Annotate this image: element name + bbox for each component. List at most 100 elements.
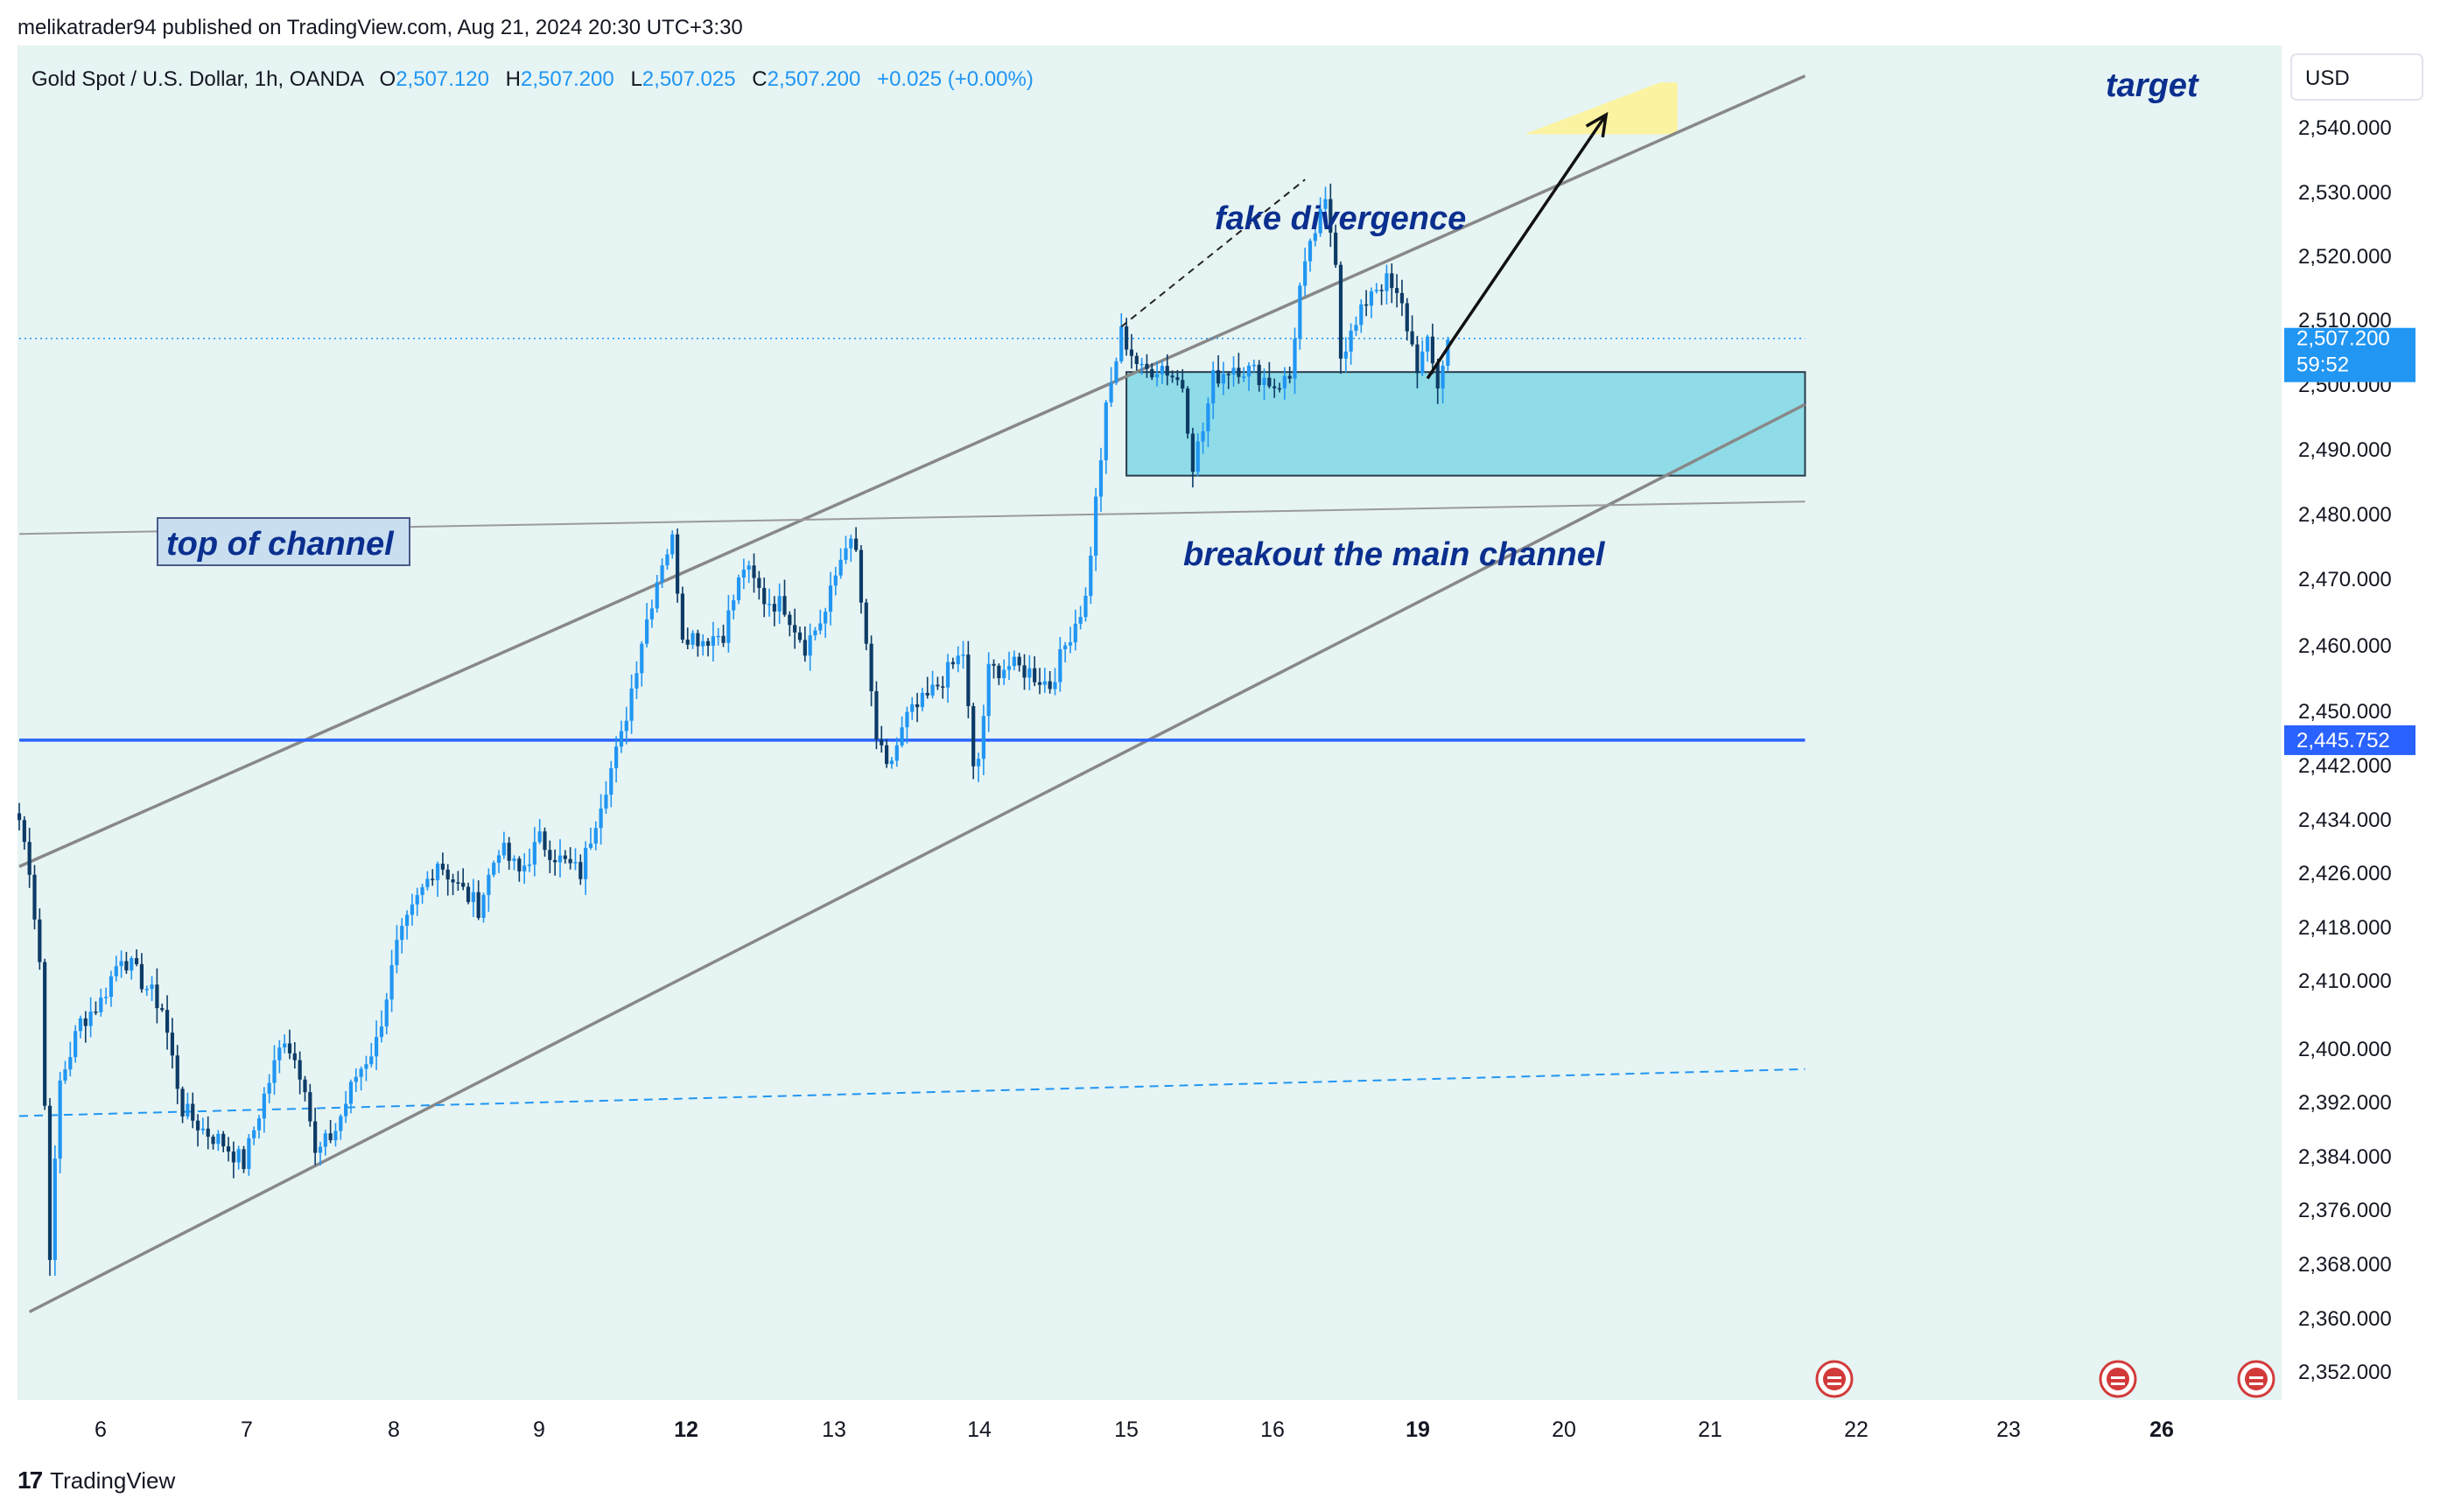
- upper-channel-line[interactable]: [18, 74, 1806, 868]
- us-event-flag-icon[interactable]: [1815, 1360, 1854, 1398]
- candle: [415, 887, 419, 916]
- candle: [1206, 397, 1210, 448]
- candle: [782, 579, 787, 617]
- plot-area[interactable]: [18, 74, 1806, 1313]
- candle: [410, 893, 415, 926]
- x-tick-label: 23: [1996, 1418, 2021, 1442]
- candle: [543, 827, 547, 858]
- candle: [1170, 370, 1174, 383]
- y-tick-label: 2,352.000: [2298, 1361, 2392, 1384]
- candle: [696, 629, 700, 657]
- candle: [981, 704, 985, 776]
- candle: [1242, 367, 1246, 382]
- candle: [869, 635, 873, 707]
- projection-arrow[interactable]: [1426, 114, 1608, 380]
- candle: [221, 1130, 226, 1152]
- candle: [553, 849, 557, 876]
- y-tick-label: 2,460.000: [2298, 634, 2392, 658]
- candle: [797, 626, 803, 643]
- candle: [1313, 229, 1317, 247]
- candle: [476, 880, 480, 920]
- x-axis-ticks: 6 7 8 9 12 13 14 15 16 19 20 21 22 23 26: [95, 1418, 2174, 1442]
- candle: [532, 827, 536, 877]
- candle: [788, 611, 792, 637]
- candle: [492, 860, 496, 878]
- candle: [1033, 656, 1037, 687]
- annotation-top-of-channel[interactable]: top of channel: [166, 526, 395, 563]
- currency-button[interactable]: [2290, 53, 2423, 101]
- y-tick-label: 2,520.000: [2298, 245, 2392, 269]
- candle: [456, 871, 460, 891]
- candle: [226, 1137, 231, 1162]
- us-event-flag-icon[interactable]: [2099, 1360, 2137, 1398]
- lower-channel-line[interactable]: [28, 402, 1806, 1313]
- y-tick-label: 2,480.000: [2298, 503, 2392, 527]
- candle: [757, 570, 761, 600]
- candle: [1211, 361, 1216, 420]
- annotation-breakout[interactable]: breakout the main channel: [1183, 536, 1606, 573]
- candle: [32, 864, 37, 930]
- candle: [256, 1115, 262, 1139]
- candle: [339, 1114, 343, 1140]
- candle: [880, 725, 884, 753]
- candle: [941, 676, 945, 699]
- candle: [578, 854, 583, 886]
- candle: [1359, 299, 1364, 333]
- candle: [1145, 354, 1149, 378]
- candle: [517, 856, 522, 882]
- candle: [27, 828, 32, 888]
- candle: [1058, 636, 1062, 692]
- candle: [838, 548, 843, 579]
- candle: [920, 688, 925, 711]
- y-tick-label: 2,450.000: [2298, 700, 2392, 724]
- candle: [144, 985, 149, 997]
- y-tick-label: 2,426.000: [2298, 862, 2392, 886]
- candle: [864, 598, 868, 651]
- candle: [63, 1060, 67, 1084]
- candle: [1303, 248, 1308, 297]
- candle: [425, 871, 430, 891]
- candle: [1435, 358, 1440, 404]
- candle: [252, 1126, 256, 1145]
- candle: [1298, 282, 1302, 350]
- candle: [854, 527, 859, 552]
- candle: [53, 1145, 57, 1277]
- candle: [925, 676, 929, 699]
- candle: [236, 1145, 241, 1170]
- candle: [435, 861, 440, 897]
- candle: [1246, 362, 1252, 391]
- candle: [283, 1034, 287, 1054]
- time-axis[interactable]: [18, 1400, 2282, 1452]
- candle: [139, 953, 144, 993]
- candle: [308, 1083, 312, 1127]
- candle: [99, 988, 103, 1017]
- candle: [200, 1117, 205, 1135]
- candle: [369, 1043, 374, 1068]
- candle: [1390, 263, 1394, 304]
- candle: [1282, 367, 1287, 400]
- candle: [705, 638, 711, 657]
- candle: [1364, 290, 1369, 317]
- y-tick-label: 2,384.000: [2298, 1145, 2392, 1169]
- candle: [665, 549, 670, 570]
- candle: [323, 1130, 327, 1156]
- candle: [1089, 546, 1093, 605]
- candle: [548, 840, 552, 873]
- y-tick-label: 2,530.000: [2298, 181, 2392, 205]
- candle: [629, 674, 634, 734]
- annotation-target[interactable]: target: [2106, 67, 2199, 104]
- dashed-trend-line[interactable]: [18, 1068, 1805, 1117]
- candle: [1395, 274, 1399, 308]
- candle: [732, 594, 736, 620]
- candle: [134, 949, 139, 967]
- candle: [1150, 362, 1154, 381]
- candle: [507, 836, 511, 871]
- candle: [1415, 335, 1420, 388]
- price-axis[interactable]: [2282, 46, 2440, 1400]
- candle: [1037, 668, 1042, 695]
- tradingview-logo[interactable]: 17 TradingView: [18, 1466, 175, 1494]
- annotation-fake-divergence[interactable]: fake divergence: [1215, 200, 1466, 237]
- candle: [1237, 353, 1241, 384]
- us-event-flag-icon[interactable]: [2237, 1360, 2275, 1398]
